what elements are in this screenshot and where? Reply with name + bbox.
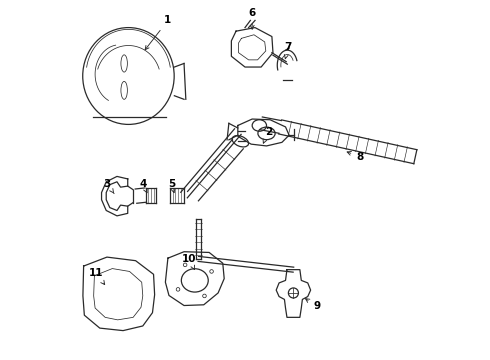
Text: 8: 8 xyxy=(347,152,364,162)
Text: 3: 3 xyxy=(103,179,114,194)
Text: 4: 4 xyxy=(139,179,147,193)
Text: 9: 9 xyxy=(306,299,320,311)
Text: 2: 2 xyxy=(263,127,272,143)
Text: 11: 11 xyxy=(89,268,105,284)
Text: 6: 6 xyxy=(248,8,256,29)
Text: 5: 5 xyxy=(168,179,175,193)
Text: 7: 7 xyxy=(284,42,292,59)
Text: 10: 10 xyxy=(182,254,196,270)
Text: 1: 1 xyxy=(145,15,172,50)
